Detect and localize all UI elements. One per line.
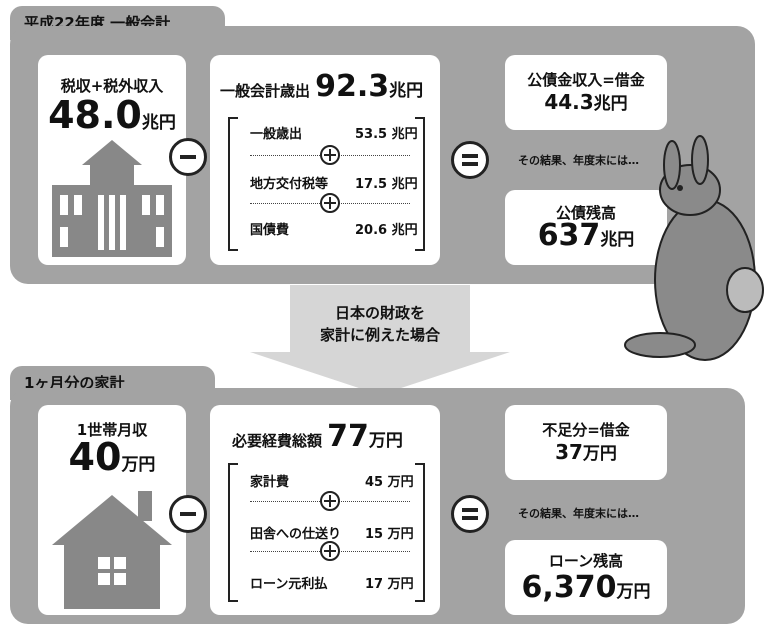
minus-sign bbox=[169, 138, 207, 176]
equals-sign bbox=[451, 141, 489, 179]
value: 6,370 bbox=[522, 570, 617, 605]
arrow-line: 日本の財政を bbox=[290, 302, 470, 324]
label: 不足分=借金 bbox=[505, 419, 667, 440]
unit: 万円 bbox=[616, 582, 650, 602]
plus-signs bbox=[210, 405, 440, 615]
value: 44.3 bbox=[544, 90, 593, 114]
building-icon bbox=[38, 55, 186, 265]
page: infographic {"top":{"tab":"平成22年度 一般会計",… bbox=[0, 0, 770, 629]
infographic: 平成22年度 一般会計 税収+税外収入 48.0兆円 一般会計歳出 92.3兆円… bbox=[0, 0, 770, 629]
value: 37 bbox=[555, 440, 583, 464]
income-box: 税収+税外収入 48.0兆円 bbox=[38, 55, 186, 265]
unit: 兆円 bbox=[600, 230, 634, 250]
expense-box: 必要経費総額 77万円 家計費 45 万円 田舎への仕送り 15 万円 ローン元… bbox=[210, 405, 440, 615]
house-icon bbox=[38, 405, 186, 615]
label: 公債金収入=借金 bbox=[505, 69, 667, 90]
income-box: 1世帯月収 40万円 bbox=[38, 405, 186, 615]
balance-box: 公債残高 637兆円 bbox=[505, 190, 667, 265]
value: 637 bbox=[538, 218, 601, 253]
expense-box: 一般会計歳出 92.3兆円 一般歳出 53.5 兆円 地方交付税等 17.5 兆… bbox=[210, 55, 440, 265]
unit: 兆円 bbox=[594, 94, 628, 114]
note: その結果、年度末には… bbox=[518, 505, 639, 521]
note: その結果、年度末には… bbox=[518, 152, 639, 168]
balance-box: ローン残高 6,370万円 bbox=[505, 540, 667, 615]
plus-signs bbox=[210, 55, 440, 265]
equals-sign bbox=[451, 495, 489, 533]
arrow-line: 家計に例えた場合 bbox=[290, 324, 470, 346]
debt-box: 不足分=借金 37万円 bbox=[505, 405, 667, 480]
label: ローン残高 bbox=[505, 550, 667, 571]
arrow-text: 日本の財政を 家計に例えた場合 bbox=[290, 302, 470, 346]
debt-box: 公債金収入=借金 44.3兆円 bbox=[505, 55, 667, 130]
unit: 万円 bbox=[583, 444, 617, 464]
minus-sign bbox=[169, 495, 207, 533]
